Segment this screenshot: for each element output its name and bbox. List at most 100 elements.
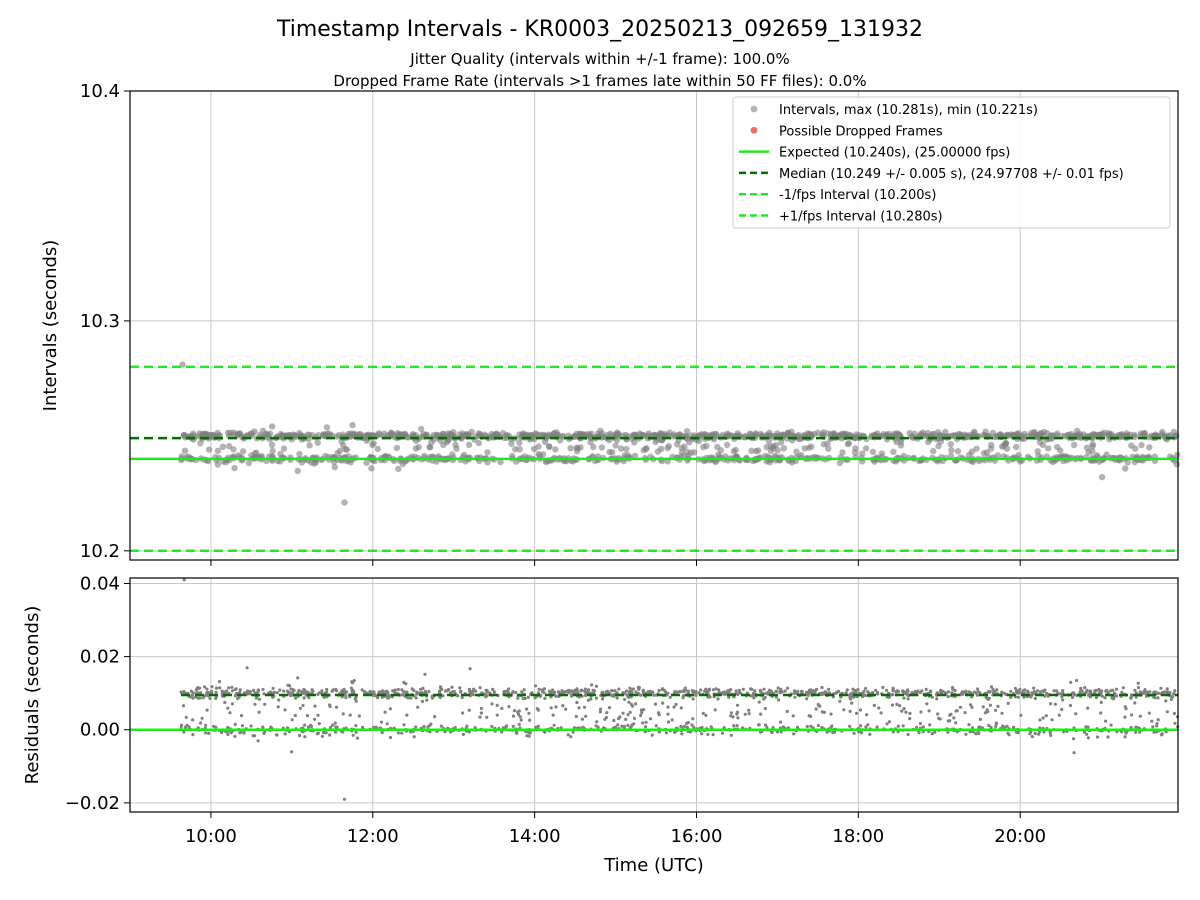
- residual-point: [735, 703, 740, 707]
- residual-point: [586, 688, 591, 692]
- residual-point: [283, 708, 287, 712]
- interval-point: [652, 438, 659, 446]
- residual-point: [1160, 732, 1164, 736]
- interval-point: [214, 447, 222, 454]
- interval-point: [418, 425, 425, 433]
- residual-point: [881, 685, 885, 690]
- residual-point: [981, 705, 985, 709]
- residual-point: [776, 686, 780, 690]
- residual-point: [551, 713, 555, 717]
- residual-point: [723, 690, 727, 694]
- residual-point: [639, 713, 643, 718]
- residual-point: [610, 689, 614, 693]
- residual-point: [1173, 721, 1177, 725]
- residual-point: [859, 731, 864, 735]
- interval-point: [412, 445, 420, 452]
- residual-point: [704, 713, 708, 718]
- residual-point: [536, 708, 541, 712]
- residual-point: [732, 724, 736, 728]
- residual-point: [1038, 718, 1042, 722]
- residual-point: [1168, 691, 1172, 695]
- residual-point: [1057, 713, 1061, 717]
- residual-point: [969, 703, 973, 707]
- interval-point: [931, 431, 938, 438]
- residual-point: [872, 703, 876, 708]
- residual-point: [594, 696, 599, 700]
- interval-point: [675, 431, 683, 438]
- residual-point: [747, 712, 751, 716]
- residual-point: [342, 690, 346, 694]
- interval-point: [631, 452, 639, 459]
- residual-point: [674, 702, 678, 707]
- residual-point: [933, 730, 937, 734]
- residual-point: [652, 693, 656, 697]
- residual-point: [269, 725, 273, 729]
- interval-point: [320, 431, 327, 438]
- residual-point: [320, 734, 324, 738]
- residual-point: [763, 706, 768, 711]
- residual-point: [207, 731, 211, 736]
- residual-point: [1072, 751, 1076, 755]
- interval-point: [546, 443, 553, 450]
- interval-point: [1146, 444, 1153, 451]
- residual-point: [910, 691, 914, 695]
- residual-point: [891, 730, 896, 734]
- residual-point: [384, 690, 388, 694]
- residual-point: [261, 725, 265, 729]
- residual-point: [333, 721, 337, 725]
- residual-point: [287, 684, 292, 688]
- residual-point: [762, 687, 766, 691]
- interval-point: [1128, 442, 1135, 449]
- interval-point: [700, 443, 707, 451]
- residual-point: [245, 666, 249, 670]
- residual-point: [511, 714, 516, 718]
- interval-point: [552, 446, 559, 453]
- residual-point: [293, 713, 297, 718]
- residual-point: [672, 705, 676, 709]
- residual-point: [704, 689, 709, 693]
- interval-point: [323, 424, 331, 431]
- residual-point: [567, 691, 571, 695]
- chart-title: Timestamp Intervals - KR0003_20250213_09…: [276, 17, 923, 42]
- residual-point: [278, 688, 282, 692]
- residual-point: [915, 725, 919, 730]
- intervals-panel: 10.2 10.3 10.4 Intervals (seconds) Interva…: [40, 81, 1181, 566]
- residual-point: [254, 696, 258, 700]
- residual-point: [507, 705, 511, 709]
- residual-point: [1033, 731, 1037, 736]
- residual-point: [952, 716, 956, 720]
- residual-point: [963, 690, 967, 694]
- residual-point: [1136, 685, 1141, 690]
- residual-point: [237, 695, 241, 699]
- residual-point: [1124, 731, 1128, 735]
- interval-point: [224, 429, 232, 436]
- residual-point: [361, 725, 365, 729]
- residual-point: [262, 692, 266, 696]
- residual-point: [453, 726, 457, 730]
- interval-point: [665, 443, 672, 450]
- residual-point: [274, 733, 279, 737]
- interval-point: [1037, 429, 1045, 437]
- residual-point: [348, 713, 352, 717]
- residual-point: [198, 691, 203, 695]
- interval-point: [268, 423, 276, 430]
- residual-point: [474, 689, 478, 693]
- residual-point: [1045, 691, 1049, 696]
- residual-point: [575, 688, 579, 692]
- interval-point: [306, 442, 313, 449]
- interval-point: [964, 433, 971, 440]
- residual-point: [970, 705, 974, 709]
- residual-point: [615, 696, 619, 700]
- interval-point: [294, 467, 301, 475]
- residual-point: [729, 714, 733, 718]
- residual-point: [1172, 711, 1176, 716]
- interval-point: [1045, 445, 1052, 452]
- residual-point: [372, 725, 376, 729]
- residual-point: [530, 691, 534, 695]
- residual-point: [372, 690, 376, 694]
- interval-point: [796, 434, 803, 441]
- interval-point: [897, 438, 904, 446]
- residual-point: [679, 690, 683, 694]
- residual-point: [352, 679, 356, 683]
- residual-point: [189, 689, 193, 693]
